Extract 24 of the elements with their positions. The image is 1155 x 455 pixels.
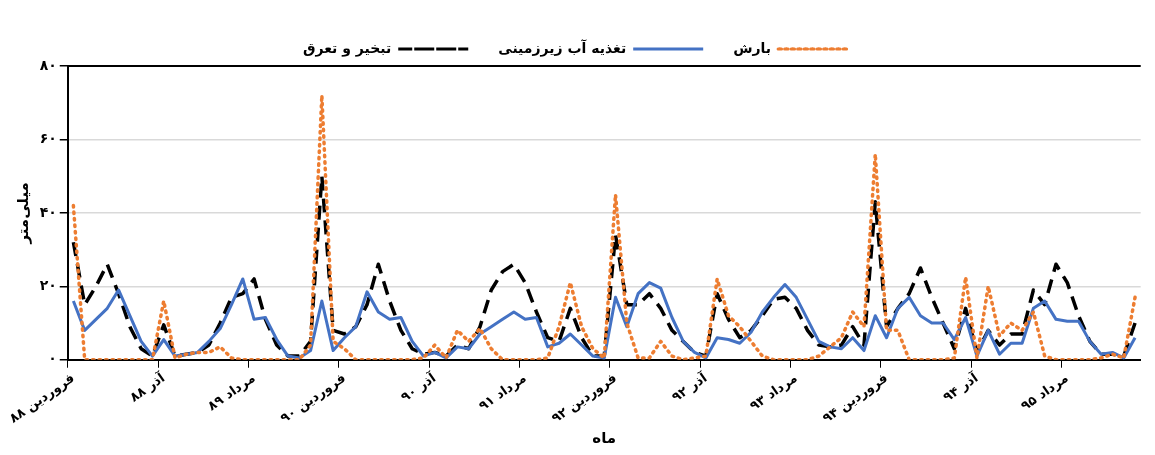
y-tick-label: ۶۰: [39, 130, 57, 147]
y-axis-title: میلی‌متر: [13, 182, 32, 245]
y-tick-label: ۴۰: [39, 203, 57, 220]
x-axis-title: ماه: [592, 428, 617, 447]
line-series: [71, 93, 1137, 360]
x-tick-label: مرداد ۹۵: [1017, 370, 1071, 414]
x-tick-label: فروردین ۹۰: [277, 370, 349, 426]
legend-label: بارش: [733, 39, 772, 56]
line-series: [71, 174, 1137, 358]
y-tick-label: ۸۰: [39, 56, 57, 73]
y-tick-label: ۰: [48, 350, 57, 367]
x-tick-label: آذر ۹۰: [397, 368, 439, 405]
legend-label: تغذیه آب زیرزمینی: [498, 38, 627, 57]
x-tick-label: فروردین ۸۸: [6, 370, 78, 426]
x-tick-label: فروردین ۹۲: [548, 370, 620, 426]
x-tick-label: آذر ۹۲: [668, 368, 710, 405]
x-tick-label: آذر ۹۴: [939, 368, 982, 405]
x-tick-label: مرداد ۹۳: [746, 370, 800, 414]
x-tick-label: مرداد ۸۹: [204, 370, 258, 414]
y-tick-label: ۲۰: [39, 276, 57, 293]
legend-label: تبخیر و تعرق: [302, 39, 392, 57]
x-tick-label: آذر ۸۸: [126, 368, 168, 405]
x-tick-label: مرداد ۹۱: [475, 370, 529, 414]
x-tick-label: فروردین ۹۴: [819, 370, 891, 426]
